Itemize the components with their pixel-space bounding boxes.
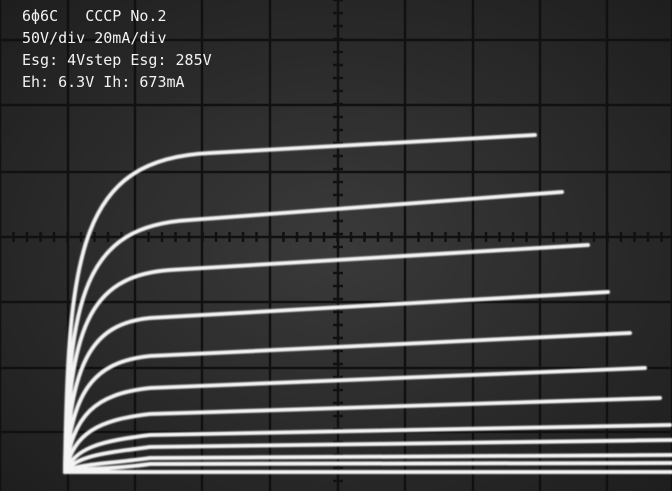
curves <box>63 133 672 474</box>
trace-curve <box>63 331 632 474</box>
trace-curve <box>63 396 662 474</box>
label-grid-step: Esg: 4Vstep Esg: 285V <box>22 51 212 69</box>
trace-curve <box>63 290 610 474</box>
trace-curve <box>63 438 672 474</box>
label-heater: Eh: 6.3V Ih: 673mA <box>22 73 185 91</box>
trace-curve <box>63 366 647 474</box>
trace-curve <box>63 423 672 474</box>
label-scale: 50V/div 20mA/div <box>22 29 167 47</box>
label-tube: 6ф6С СССР No.2 <box>22 7 167 25</box>
